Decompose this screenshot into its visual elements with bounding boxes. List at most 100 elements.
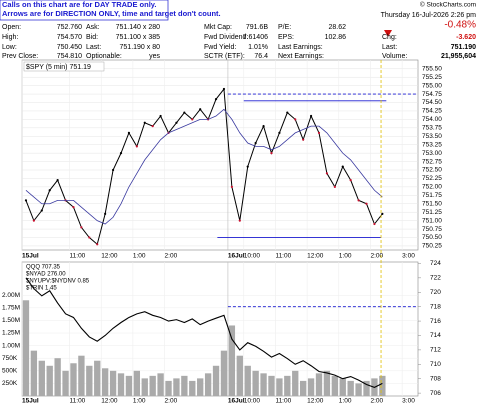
- y-tick-label: 1.25M: [2, 330, 20, 337]
- volume-bar: [284, 375, 291, 396]
- y2-tick-label: 716: [430, 318, 441, 325]
- volume-bar: [70, 363, 77, 396]
- quote-label: Next Earnings:: [278, 53, 324, 60]
- quote-label: Bid:: [86, 34, 98, 41]
- volume-bar: [315, 373, 323, 396]
- volume-bar: [244, 365, 251, 396]
- price-point: [104, 212, 107, 215]
- quote-value: 1.01%: [248, 44, 268, 51]
- price-point: [333, 185, 336, 188]
- volume-bar: [379, 375, 386, 396]
- volume-bar: [117, 373, 125, 396]
- volume-bar: [260, 373, 267, 396]
- volume-bar: [133, 370, 141, 396]
- quote-label: Ask:: [86, 24, 100, 31]
- y-tick-label: 500K: [2, 368, 18, 375]
- price-point: [151, 125, 154, 128]
- notice-box: [0, 0, 169, 21]
- volume-bar: [94, 360, 101, 396]
- x-tick-label: 11:00: [70, 253, 86, 260]
- quote-value: 754.810: [57, 53, 82, 60]
- x-tick-label: 2:00: [165, 398, 178, 405]
- y-tick-label: 752.25: [422, 175, 442, 182]
- price-point: [349, 179, 352, 182]
- price-point: [135, 145, 138, 148]
- volume-bar: [197, 378, 204, 396]
- volume-bar: [339, 378, 346, 396]
- y2-tick-label: 706: [430, 390, 441, 397]
- price-point: [246, 165, 249, 168]
- price-point: [230, 185, 233, 188]
- y2-tick-label: 718: [430, 303, 441, 310]
- y-tick-label: 754.50: [422, 99, 442, 106]
- quote-label: Chg:: [382, 34, 397, 41]
- volume-bar: [109, 370, 117, 396]
- price-point: [143, 121, 146, 124]
- quote-value: 750.450: [57, 44, 82, 51]
- price-point: [373, 222, 376, 226]
- quote-label: Last:: [86, 44, 101, 51]
- volume-bar: [22, 300, 30, 396]
- volume-bar: [236, 355, 243, 396]
- volume-bar: [101, 368, 109, 396]
- price-point: [341, 165, 344, 168]
- quote-label: SCTR (ETF):: [204, 53, 245, 60]
- date: Thursday 16-Jul-2026 2:26 pm: [381, 12, 476, 19]
- price-point: [24, 199, 28, 202]
- x-tick-label: 11:00: [275, 253, 291, 260]
- y-tick-label: 755.25: [422, 74, 442, 81]
- y-tick-label: 754.75: [422, 91, 442, 98]
- quote-label: EPS:: [278, 34, 294, 41]
- volume-bar: [157, 373, 164, 396]
- price-point: [183, 111, 186, 114]
- x-tick-label: 2:00: [370, 398, 383, 405]
- y-tick-label: 753.50: [422, 133, 442, 140]
- y-tick-label: 1.75M: [2, 305, 20, 312]
- x-tick-label: 2:00: [370, 253, 383, 260]
- y-tick-label: 752.50: [422, 167, 442, 174]
- price-point: [309, 114, 313, 118]
- quote-label: Prev Close:: [2, 53, 38, 60]
- quote-value: 751.190: [451, 44, 476, 51]
- x-tick-label: 15Jul: [22, 398, 39, 405]
- quote-label: Fwd Yield:: [204, 44, 236, 51]
- y-tick-label: 754.00: [422, 116, 442, 123]
- quote-value: 7.61406: [243, 34, 268, 41]
- quote-value: yes: [149, 53, 160, 60]
- volume-bar: [62, 370, 69, 396]
- change-pct: -0.48%: [444, 20, 476, 31]
- y-tick-label: 751.75: [422, 192, 442, 199]
- x-tick-label: 11:00: [275, 398, 291, 405]
- price-point: [119, 152, 123, 155]
- price-point: [32, 219, 35, 222]
- volume-bar: [46, 365, 53, 396]
- volume-bar: [149, 375, 156, 396]
- quote-label: Volume:: [382, 53, 407, 60]
- volume-bar: [252, 370, 259, 396]
- y-tick-label: 751.00: [422, 217, 442, 224]
- price-point: [286, 111, 289, 114]
- title-box: [23, 61, 105, 72]
- y-tick-label: 752.00: [422, 184, 442, 191]
- y-tick-label: 753.25: [422, 141, 442, 148]
- quote-value: 76.4: [254, 53, 268, 60]
- volume-bar: [78, 355, 85, 396]
- price-point: [48, 189, 51, 192]
- price-point: [88, 236, 91, 239]
- volume-bar: [165, 380, 172, 396]
- price-point: [270, 152, 273, 155]
- y-tick-label: 2.00M: [2, 292, 20, 299]
- volume-bar: [276, 378, 283, 396]
- y-tick-label: 755.00: [422, 82, 442, 89]
- y-tick-label: 1.00M: [2, 342, 20, 349]
- volume-bar: [307, 378, 315, 396]
- volume-bar: [220, 350, 228, 396]
- y2-tick-label: 708: [430, 375, 441, 382]
- quote-label: Open:: [2, 24, 21, 31]
- quote-value: 28.62: [328, 24, 346, 31]
- y-tick-label: 750.25: [422, 243, 442, 250]
- price-point: [254, 141, 257, 145]
- price-point: [40, 209, 43, 212]
- quote-label: Last:: [382, 44, 397, 51]
